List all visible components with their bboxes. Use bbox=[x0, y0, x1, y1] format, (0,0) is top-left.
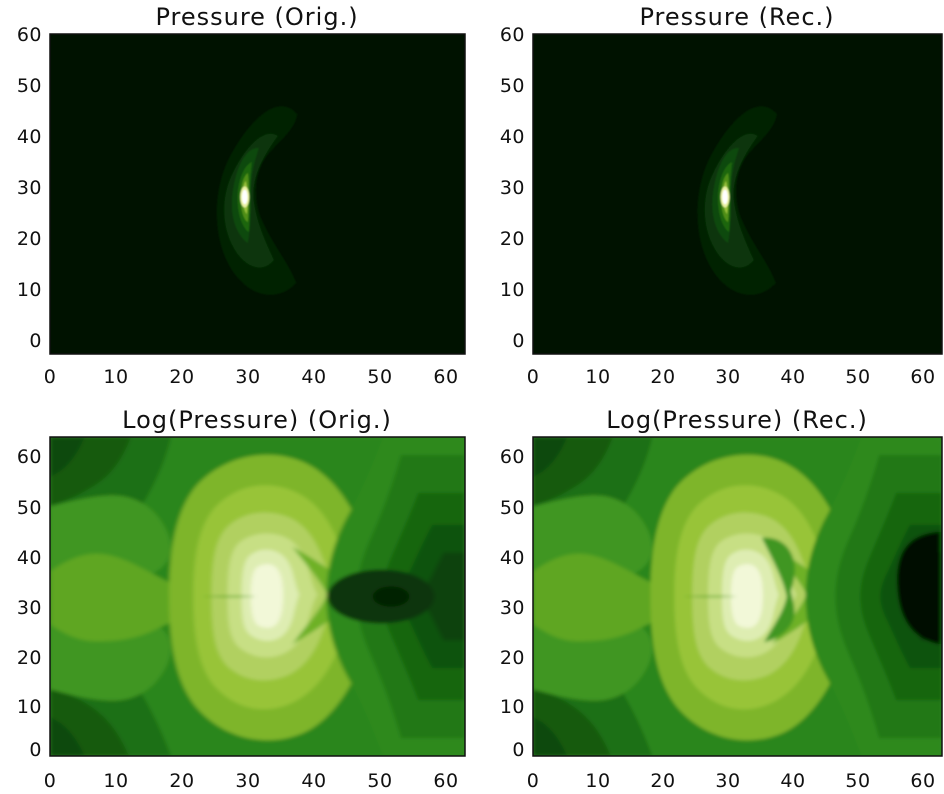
y-tick-label: 20 bbox=[17, 647, 42, 669]
y-tick-label: 40 bbox=[17, 547, 42, 569]
y-ticks: 0 10 20 30 40 50 60 bbox=[500, 446, 525, 761]
x-ticks: 0 10 20 30 40 50 60 bbox=[527, 366, 935, 388]
chart-title: Log(Pressure) (Rec.) bbox=[606, 406, 868, 434]
y-tick-label: 0 bbox=[512, 330, 525, 352]
y-tick-label: 0 bbox=[29, 330, 42, 352]
x-tick-label: 20 bbox=[169, 366, 194, 388]
y-tick-label: 30 bbox=[17, 597, 42, 619]
y-tick-label: 0 bbox=[29, 739, 42, 761]
y-ticks: 0 10 20 30 40 50 60 bbox=[500, 24, 525, 352]
chart-title: Pressure (Rec.) bbox=[639, 3, 834, 31]
x-tick-label: 20 bbox=[169, 770, 194, 792]
x-tick-label: 10 bbox=[585, 366, 610, 388]
y-tick-label: 10 bbox=[17, 279, 42, 301]
y-tick-label: 40 bbox=[17, 126, 42, 148]
y-tick-label: 50 bbox=[500, 497, 525, 519]
y-tick-label: 60 bbox=[500, 24, 525, 46]
plot-top-right: Pressure (Rec.) 0 10 20 30 40 50 60 bbox=[500, 3, 943, 388]
x-tick-label: 30 bbox=[715, 366, 740, 388]
x-tick-label: 0 bbox=[44, 366, 57, 388]
plot-top-left: Pressure (Orig.) 0 10 20 30 40 50 60 bbox=[17, 3, 466, 388]
x-tick-label: 60 bbox=[910, 366, 935, 388]
x-tick-label: 40 bbox=[301, 366, 326, 388]
x-tick-label: 30 bbox=[235, 366, 260, 388]
x-tick-label: 10 bbox=[585, 770, 610, 792]
plot-frame bbox=[49, 33, 466, 355]
log-pressure-rec-heatmap bbox=[533, 437, 942, 756]
x-tick-label: 50 bbox=[367, 770, 392, 792]
x-tick-label: 60 bbox=[910, 770, 935, 792]
y-tick-label: 50 bbox=[17, 75, 42, 97]
x-tick-label: 0 bbox=[527, 770, 540, 792]
y-tick-label: 20 bbox=[17, 228, 42, 250]
x-tick-label: 0 bbox=[44, 770, 57, 792]
x-tick-label: 40 bbox=[780, 366, 805, 388]
chart-title: Pressure (Orig.) bbox=[155, 3, 358, 31]
log-pressure-orig-heatmap bbox=[50, 437, 465, 756]
x-ticks: 0 10 20 30 40 50 60 bbox=[527, 770, 935, 792]
plot-frame bbox=[532, 436, 943, 757]
y-tick-label: 10 bbox=[500, 696, 525, 718]
x-tick-label: 40 bbox=[780, 770, 805, 792]
y-tick-label: 20 bbox=[500, 647, 525, 669]
x-tick-label: 30 bbox=[235, 770, 260, 792]
pressure-crescent-mid bbox=[704, 133, 758, 268]
y-tick-label: 60 bbox=[17, 446, 42, 468]
x-tick-label: 50 bbox=[367, 366, 392, 388]
plot-frame bbox=[532, 33, 943, 355]
y-tick-label: 10 bbox=[500, 279, 525, 301]
plot-bottom-left: Log(Pressure) (Orig.) bbox=[17, 406, 466, 792]
x-tick-label: 60 bbox=[433, 366, 458, 388]
plot-frame bbox=[49, 436, 466, 757]
chart-title: Log(Pressure) (Orig.) bbox=[122, 406, 392, 434]
x-tick-label: 50 bbox=[845, 770, 870, 792]
y-tick-label: 40 bbox=[500, 126, 525, 148]
y-ticks: 0 10 20 30 40 50 60 bbox=[17, 24, 42, 352]
y-tick-label: 50 bbox=[17, 497, 42, 519]
x-tick-label: 10 bbox=[103, 770, 128, 792]
x-tick-label: 40 bbox=[301, 770, 326, 792]
y-tick-label: 50 bbox=[500, 75, 525, 97]
y-tick-label: 60 bbox=[17, 24, 42, 46]
x-tick-label: 10 bbox=[103, 366, 128, 388]
x-ticks: 0 10 20 30 40 50 60 bbox=[44, 366, 458, 388]
y-tick-label: 0 bbox=[512, 739, 525, 761]
y-tick-label: 10 bbox=[17, 696, 42, 718]
pressure-orig-heatmap bbox=[50, 34, 465, 354]
y-tick-label: 30 bbox=[500, 177, 525, 199]
plot-bottom-right: Log(Pressure) (Rec.) bbox=[500, 406, 943, 792]
x-tick-label: 20 bbox=[650, 770, 675, 792]
y-tick-label: 40 bbox=[500, 547, 525, 569]
y-tick-label: 60 bbox=[500, 446, 525, 468]
y-tick-label: 30 bbox=[500, 597, 525, 619]
x-tick-label: 0 bbox=[527, 366, 540, 388]
pressure-crescent-mid bbox=[224, 133, 279, 268]
x-tick-label: 60 bbox=[433, 770, 458, 792]
x-ticks: 0 10 20 30 40 50 60 bbox=[44, 770, 458, 792]
pressure-rec-heatmap bbox=[533, 34, 942, 354]
x-tick-label: 50 bbox=[845, 366, 870, 388]
y-tick-label: 20 bbox=[500, 228, 525, 250]
x-tick-label: 20 bbox=[650, 366, 675, 388]
y-ticks: 0 10 20 30 40 50 60 bbox=[17, 446, 42, 761]
y-tick-label: 30 bbox=[17, 177, 42, 199]
x-tick-label: 30 bbox=[715, 770, 740, 792]
